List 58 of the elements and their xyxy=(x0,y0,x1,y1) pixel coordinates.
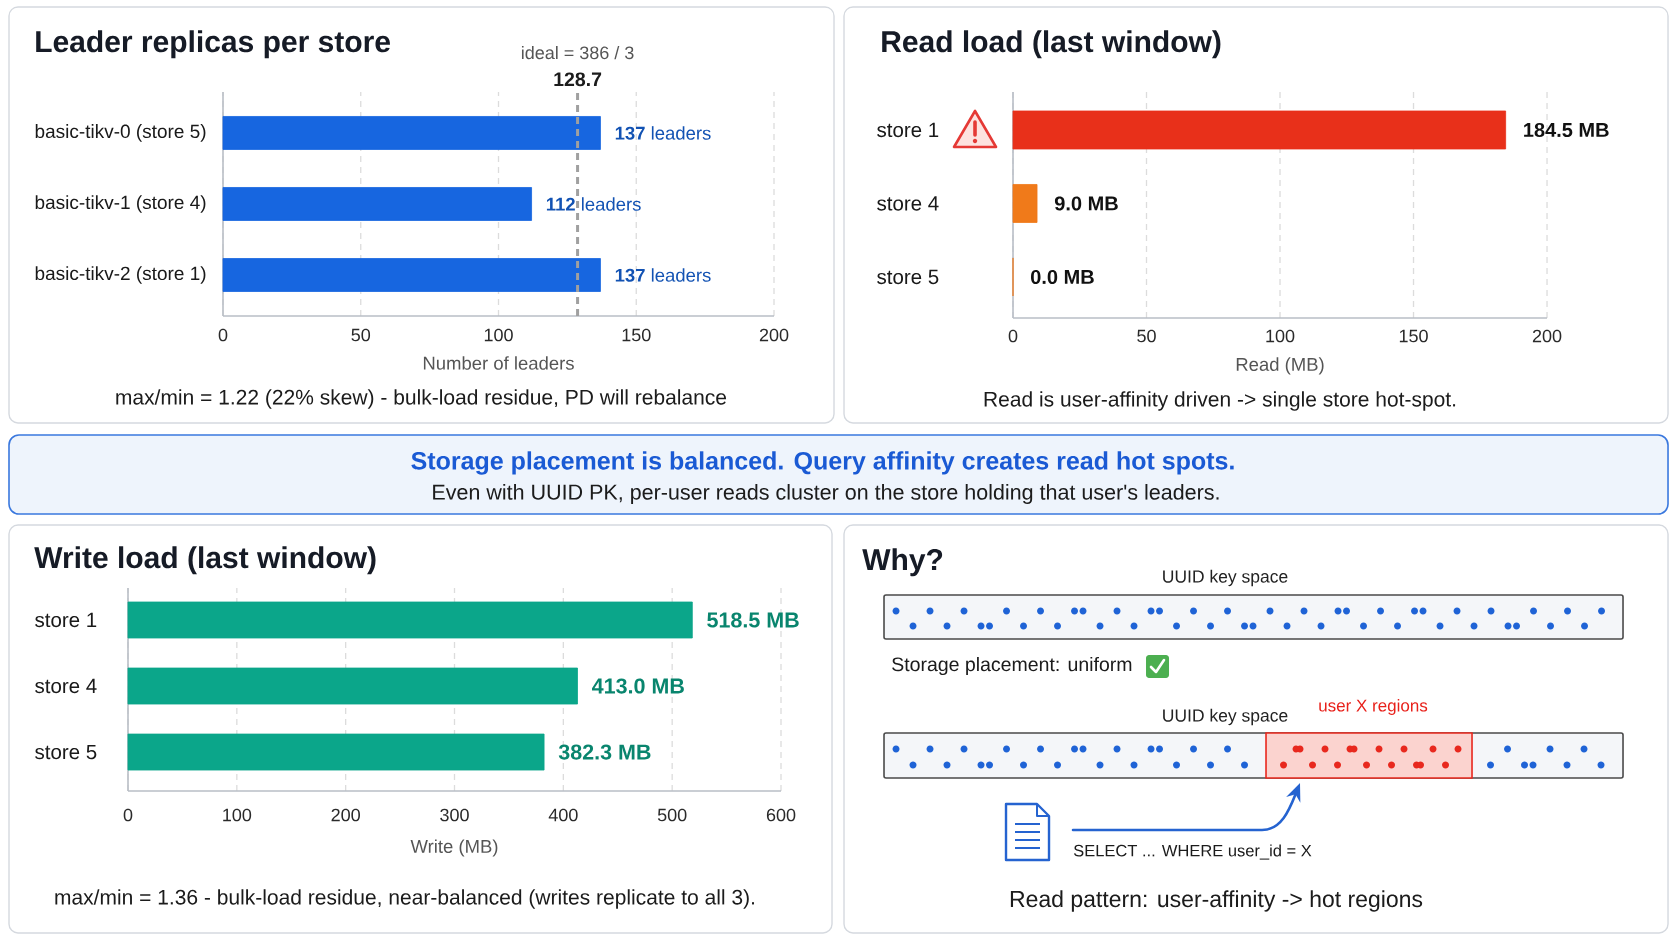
x-tick-label: 200 xyxy=(1532,329,1562,343)
x-axis-title: Write (MB) xyxy=(410,839,498,857)
x-axis-title: Number of leaders xyxy=(423,356,574,370)
y-tick-label: basic-tikv-0 (store 5) xyxy=(35,124,206,142)
y-tick-label: basic-tikv-2 (store 1) xyxy=(35,266,206,284)
text: Read is user-affinity driven -> single store hot-spot. xyxy=(984,391,1456,411)
data-label: 382.3 MB xyxy=(558,744,651,760)
x-tick-label: 150 xyxy=(622,328,651,342)
x-tick-label: 100 xyxy=(484,328,513,342)
data-label: 9.0 MB xyxy=(1054,196,1118,211)
x-tick-label: 50 xyxy=(1137,329,1156,343)
x-tick-label: 0 xyxy=(1008,329,1018,343)
text: max/min = 1.22 (22% skew) - bulk-load residue, PD will rebalance xyxy=(116,389,727,409)
x-tick-label: 600 xyxy=(766,808,796,822)
data-label: 112 leaders xyxy=(546,197,641,211)
x-tick-label: 200 xyxy=(331,808,360,822)
text: SELECT ... WHERE user_id = X xyxy=(1073,844,1312,860)
bar xyxy=(127,601,693,639)
data-label: 184.5 MB xyxy=(1524,122,1609,138)
text: UUID key space xyxy=(1163,708,1288,726)
x-tick-label: 150 xyxy=(1399,329,1428,343)
x-tick-label: 200 xyxy=(759,328,789,342)
text: max/min = 1.36 - bulk-load residue, near-balanced (writes replicate to all 3). xyxy=(55,889,755,909)
x-tick-label: 100 xyxy=(223,808,252,822)
data-label: 137 leaders xyxy=(615,268,711,282)
x-tick-label: 400 xyxy=(548,808,578,822)
bar xyxy=(127,733,545,771)
data-label: 413.0 MB xyxy=(592,678,684,694)
chart-title: Write load (last window) xyxy=(34,546,376,575)
y-tick-label: store 4 xyxy=(35,678,97,694)
text: Storage placement: uniform xyxy=(892,656,1132,676)
y-tick-label: store 5 xyxy=(877,269,939,285)
y-tick-label: store 1 xyxy=(877,122,939,138)
text: Why? xyxy=(862,548,943,577)
x-axis-title: Read (MB) xyxy=(1236,357,1324,375)
x-tick-label: 500 xyxy=(657,808,687,822)
chart-title: Read load (last window) xyxy=(882,30,1221,59)
x-tick-label: 0 xyxy=(218,328,228,342)
chart-title: Leader replicas per store xyxy=(36,30,390,59)
text: ideal = 386 / 3 xyxy=(521,45,634,60)
text: Read pattern: user-affinity -> hot regions xyxy=(1010,890,1423,912)
bar xyxy=(127,667,578,705)
x-tick-label: 0 xyxy=(123,808,133,822)
data-label: 0.0 MB xyxy=(1031,269,1094,285)
text: user X regions xyxy=(1319,699,1428,715)
y-tick-label: basic-tikv-1 (store 4) xyxy=(35,195,206,213)
y-tick-label: store 1 xyxy=(35,612,97,628)
text: Even with UUID PK, per-user reads cluster on the store holding that user's leaders. xyxy=(433,483,1219,505)
x-tick-label: 100 xyxy=(1266,329,1295,343)
data-label: 137 leaders xyxy=(615,126,711,140)
x-tick-label: 50 xyxy=(351,328,371,342)
ref-line-label: 128.7 xyxy=(554,72,602,87)
text: UUID key space xyxy=(1163,569,1288,587)
y-tick-label: store 5 xyxy=(35,744,97,760)
data-label: 518.5 MB xyxy=(707,612,799,628)
x-tick-label: 300 xyxy=(440,808,469,822)
y-tick-label: store 4 xyxy=(877,196,939,211)
text: Storage placement is balanced. Query affinity creates read hot spots. xyxy=(411,451,1234,475)
